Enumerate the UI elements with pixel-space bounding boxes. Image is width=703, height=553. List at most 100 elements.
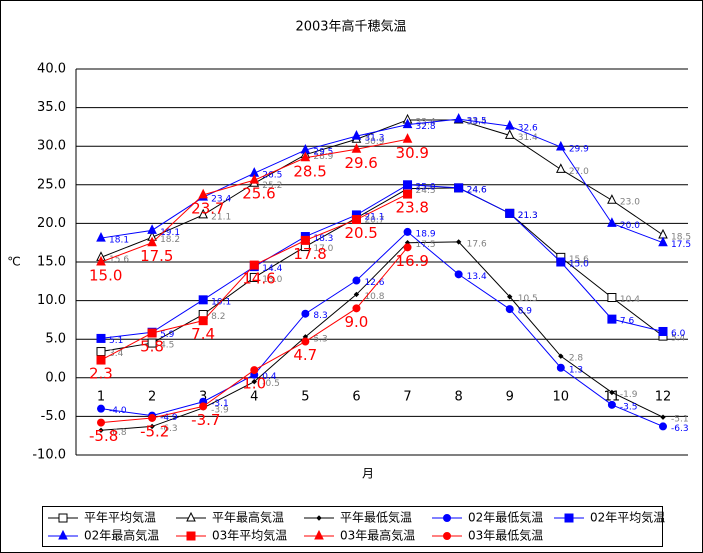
data-label: 25.0: [416, 182, 436, 192]
data-label: 10.4: [620, 295, 640, 305]
series-line: [100, 119, 664, 258]
y-tick-label: 15.0: [37, 255, 66, 270]
data-label: 12.6: [364, 278, 384, 288]
marker: [455, 239, 462, 245]
series-line: [100, 231, 664, 427]
data-label: 18.3: [313, 234, 333, 244]
data-label: 17.5: [140, 247, 173, 265]
data-label: 17.6: [467, 239, 487, 249]
data-label: 25.2: [262, 181, 282, 191]
marker: [97, 404, 105, 413]
x-axis-label: 月: [362, 467, 374, 481]
marker: [351, 215, 361, 225]
marker: [505, 208, 515, 218]
data-label: 8.9: [518, 307, 533, 317]
data-label: 16.9: [396, 252, 429, 270]
data-label: 15.0: [569, 260, 589, 270]
marker: [186, 531, 196, 541]
data-label: 10.1: [211, 297, 231, 307]
marker: [300, 235, 310, 245]
y-tick-label: 35.0: [37, 100, 66, 115]
legend-label: 平年最低気温: [340, 510, 412, 525]
data-label: 14.4: [262, 264, 282, 274]
data-label: -0.5: [262, 379, 280, 389]
y-tick-label: 10.0: [37, 293, 66, 308]
marker: [564, 513, 574, 523]
marker: [352, 304, 361, 313]
data-label: 15.6: [569, 255, 589, 265]
marker: [96, 255, 106, 266]
data-label: 21.3: [518, 211, 538, 221]
legend-label: 平年平均気温: [84, 510, 156, 525]
data-label: 33.5: [467, 117, 487, 127]
marker: [251, 378, 257, 385]
marker: [58, 529, 68, 540]
data-label: 18.2: [160, 235, 180, 245]
data-label: -6.3: [160, 424, 178, 434]
marker: [658, 326, 668, 336]
data-label: 17.0: [313, 244, 333, 254]
y-tick-label: 20.0: [37, 216, 66, 231]
legend-label: 03年最低気温: [468, 528, 543, 543]
marker: [556, 140, 566, 151]
data-label: -5.1: [671, 415, 689, 425]
data-label: 29.9: [569, 144, 589, 154]
legend-label: 平年最高気温: [212, 510, 284, 525]
marker: [249, 272, 259, 282]
data-label: 23.7: [191, 199, 224, 217]
x-tick-label: 6: [352, 390, 360, 405]
marker: [314, 529, 324, 540]
data-label: 6.0: [671, 329, 686, 339]
data-label: 26.5: [262, 171, 282, 181]
data-label: 29.5: [313, 148, 333, 158]
legend-label: 02年最低気温: [468, 510, 543, 525]
marker: [403, 189, 413, 199]
data-label: -5.2: [140, 422, 169, 440]
series-line: [100, 241, 664, 431]
data-label: 31.3: [364, 134, 384, 144]
data-label: 10.8: [364, 292, 384, 302]
data-label: 8.2: [211, 312, 225, 322]
data-label: 5.4: [671, 334, 686, 344]
x-tick-label: 1: [97, 390, 105, 405]
marker: [609, 389, 615, 396]
data-label: 33.4: [467, 117, 487, 127]
marker: [147, 328, 157, 338]
data-label: 8.3: [313, 311, 327, 321]
marker: [402, 118, 413, 129]
marker: [443, 514, 451, 522]
data-label: 0.4: [262, 372, 277, 382]
data-label: 31.4: [518, 133, 538, 143]
data-label: 10.5: [518, 294, 538, 304]
marker: [351, 130, 362, 140]
marker: [607, 400, 616, 409]
marker: [186, 511, 196, 522]
data-label: 7.4: [191, 325, 215, 343]
series-line: [100, 187, 664, 353]
marker: [507, 294, 513, 300]
data-label: 23.4: [211, 195, 231, 205]
data-label: 21.1: [364, 212, 384, 222]
y-tick-label: -10.0: [32, 448, 66, 463]
data-label: -3.5: [620, 402, 638, 412]
data-label: 29.6: [344, 154, 377, 172]
data-label: -4.0: [109, 406, 127, 416]
marker: [300, 151, 311, 162]
marker: [504, 129, 515, 139]
x-tick-label: 11: [604, 390, 621, 405]
marker: [316, 515, 322, 521]
x-tick-label: 3: [199, 390, 207, 405]
legend-box: [42, 506, 663, 547]
data-label: -6.3: [671, 424, 689, 434]
data-label: 4.5: [160, 341, 174, 351]
marker: [147, 338, 157, 348]
data-label: 21.1: [211, 212, 231, 222]
data-label: 23.0: [620, 198, 640, 208]
data-label: 5.1: [109, 336, 123, 346]
marker: [249, 174, 260, 184]
data-label: 19.1: [160, 228, 180, 238]
data-label: 17.8: [293, 245, 326, 263]
marker: [403, 227, 412, 236]
marker: [97, 418, 105, 427]
